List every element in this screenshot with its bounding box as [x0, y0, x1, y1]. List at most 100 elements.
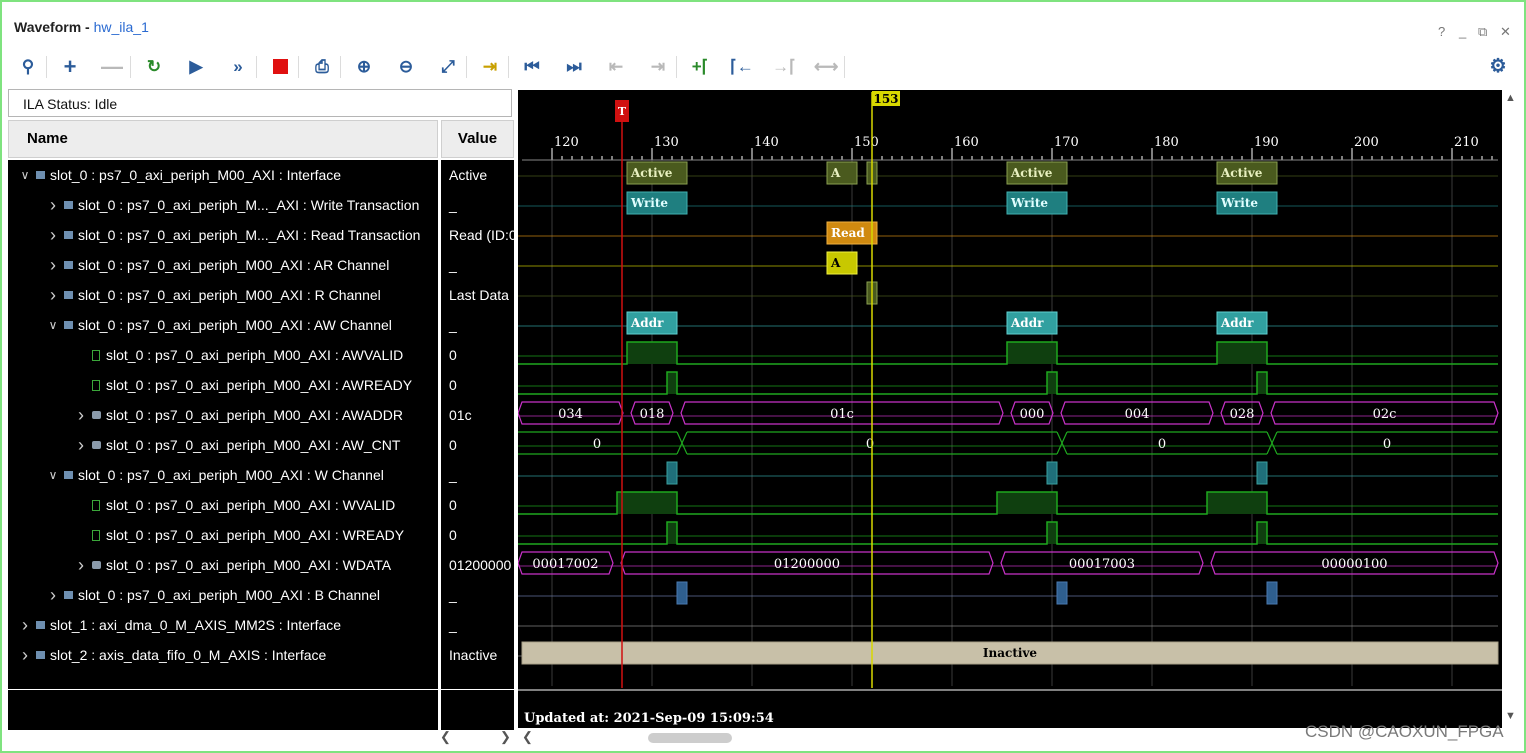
signal-row[interactable]: slot_0 : ps7_0_axi_periph_M00_AXI : AWRE… [8, 370, 438, 400]
expand-chevron-icon[interactable]: › [78, 405, 84, 425]
bus-value: 018 [640, 407, 665, 422]
bus-signal-icon [92, 441, 101, 449]
pulse-fill [1257, 372, 1267, 394]
zoom-out-icon[interactable]: ⊖ [398, 57, 414, 76]
scroll-up-icon[interactable]: ▲ [1505, 92, 1516, 104]
run-fast-icon[interactable]: » [233, 57, 243, 76]
signal-value: _ [449, 467, 457, 483]
remove-icon[interactable]: — [101, 54, 123, 79]
collapse-chevron-icon[interactable]: ∨ [20, 168, 30, 182]
trigger-marker [615, 100, 629, 122]
cnt-value: 0 [866, 437, 874, 452]
go-first-icon[interactable]: ⏮ [524, 57, 540, 76]
bus-value: 00017003 [1069, 557, 1135, 572]
zoom-fit-icon[interactable]: ⤢ [441, 57, 455, 76]
collapse-chevron-icon[interactable]: ∨ [48, 318, 58, 332]
waveform-canvas[interactable]: 120 130 140 150 160 170 180 190 200 210 Active A Act… [517, 90, 1502, 728]
signal-row[interactable]: › slot_0 : ps7_0_axi_periph_M00_AXI : WDA… [8, 550, 438, 580]
scroll-thumb[interactable] [648, 733, 732, 743]
add-icon[interactable]: + [63, 54, 77, 79]
swap-cursors-icon[interactable]: ⟷ [814, 57, 839, 76]
search-icon[interactable]: ⚲ [21, 57, 35, 76]
signal-row[interactable]: › slot_0 : ps7_0_axi_periph_M00_AXI : AWA… [8, 400, 438, 430]
signal-row[interactable]: › slot_0 : ps7_0_axi_periph_M00_AXI : R C… [8, 280, 438, 310]
value-column-header[interactable]: Value [441, 120, 514, 158]
collapse-chevron-icon[interactable]: ∨ [48, 468, 58, 482]
close-icon[interactable]: ✕ [1500, 24, 1511, 39]
signal-name: slot_0 : ps7_0_axi_periph_M00_AXI : B Ch… [78, 587, 380, 603]
signal-row[interactable]: › slot_0 : ps7_0_axi_periph_M00_AXI : AR … [8, 250, 438, 280]
expand-chevron-icon[interactable]: › [22, 615, 28, 635]
toolbar: ⚲ + — ↻ ▶ » ⎙ ⊕ ⊖ ⤢ ⇥ ⏮ ⏭ ⇤ ⇥ +⌈ ⌈← →⌈ ⟷… [6, 50, 1520, 84]
settings-icon[interactable]: ⚙ [1489, 56, 1507, 77]
signal-row[interactable]: › slot_1 : axi_dma_0_M_AXIS_MM2S : Interf… [8, 610, 438, 640]
bus-segment [1220, 401, 1264, 425]
expand-chevron-icon[interactable]: › [50, 585, 56, 605]
signal-value: 0 [449, 497, 457, 513]
restore-icon[interactable]: ⧉ [1478, 24, 1488, 39]
cnt-value: 0 [1158, 437, 1166, 452]
prev-transition-icon[interactable]: ⇤ [608, 57, 624, 76]
signal-row[interactable]: slot_0 : ps7_0_axi_periph_M00_AXI : WVAL… [8, 490, 438, 520]
expand-chevron-icon[interactable]: › [78, 555, 84, 575]
scroll-left-icon[interactable]: ❮ [440, 729, 451, 744]
signal-name: slot_0 : ps7_0_axi_periph_M00_AXI : W Ch… [78, 467, 384, 483]
zoom-in-icon[interactable]: ⊕ [356, 57, 372, 76]
refresh-trigger-icon[interactable]: ↻ [146, 57, 162, 76]
signal-row[interactable]: ∨ slot_0 : ps7_0_axi_periph_M00_AXI : W C… [8, 460, 438, 490]
expand-chevron-icon[interactable]: › [50, 225, 56, 245]
transaction-label: Addr [1220, 316, 1254, 330]
next-transition-icon[interactable]: ⇥ [650, 57, 666, 76]
expand-chevron-icon[interactable]: › [78, 435, 84, 455]
go-to-cursor-icon[interactable]: ⇥ [482, 57, 498, 76]
bit-signal-icon [92, 500, 100, 511]
expand-chevron-icon[interactable]: › [50, 285, 56, 305]
interface-icon [64, 201, 73, 209]
signal-row[interactable]: ∨ slot_0 : ps7_0_axi_periph_M00_AXI : AW … [8, 310, 438, 340]
signal-value: 0 [449, 437, 457, 453]
scroll-down-icon[interactable]: ▼ [1505, 710, 1516, 722]
transaction-label: Active [1220, 166, 1263, 180]
signal-value: 0 [449, 527, 457, 543]
export-icon[interactable]: ⎙ [315, 57, 329, 76]
scroll-right-icon[interactable]: ❯ [500, 729, 511, 744]
signal-row[interactable]: › slot_0 : ps7_0_axi_periph_M00_AXI : AW_… [8, 430, 438, 460]
window-title-sub[interactable]: hw_ila_1 [93, 19, 149, 35]
signal-row[interactable]: slot_0 : ps7_0_axi_periph_M00_AXI : WREA… [8, 520, 438, 550]
interface-icon [36, 651, 45, 659]
signal-row[interactable]: › slot_2 : axis_data_fifo_0_M_AXIS : Inte… [8, 640, 438, 670]
go-last-icon[interactable]: ⏭ [566, 57, 582, 76]
pulse-fill [1217, 342, 1267, 364]
tick-label: 200 [1354, 135, 1379, 150]
signal-row[interactable]: › slot_0 : ps7_0_axi_periph_M00_AXI : B C… [8, 580, 438, 610]
wave-scroll-left-icon[interactable]: ❮ [522, 729, 533, 744]
signal-row[interactable]: › slot_0 : ps7_0_axi_periph_M..._AXI : Wr… [8, 190, 438, 220]
next-marker-icon[interactable]: →⌈ [772, 57, 796, 76]
value-hscroll[interactable]: ❮ ❯ [438, 729, 514, 747]
signal-value: Inactive [449, 647, 498, 663]
bit-signal-icon [92, 380, 100, 391]
bus-value: 000 [1020, 407, 1045, 422]
tick-label: 140 [754, 135, 779, 150]
waveform-vscroll[interactable]: ▲ ▼ [1502, 90, 1520, 728]
expand-chevron-icon[interactable]: › [22, 645, 28, 665]
bus-segment [1010, 401, 1054, 425]
waveform-hscroll[interactable]: ❮ [518, 729, 1502, 747]
signal-row[interactable]: › slot_0 : ps7_0_axi_periph_M..._AXI : Re… [8, 220, 438, 250]
minimize-icon[interactable]: _ [1459, 24, 1467, 39]
signal-names: ∨ slot_0 : ps7_0_axi_periph_M00_AXI : Int… [8, 160, 438, 689]
add-marker-icon[interactable]: +⌈ [691, 57, 709, 76]
signal-row[interactable]: slot_0 : ps7_0_axi_periph_M00_AXI : AWVA… [8, 340, 438, 370]
expand-chevron-icon[interactable]: › [50, 255, 56, 275]
signal-row[interactable]: ∨ slot_0 : ps7_0_axi_periph_M00_AXI : Int… [8, 160, 438, 190]
help-icon[interactable]: ? [1438, 24, 1446, 39]
prev-marker-icon[interactable]: ⌈← [730, 57, 754, 76]
expand-chevron-icon[interactable]: › [50, 195, 56, 215]
bus-segment [1060, 401, 1214, 425]
name-column-header[interactable]: Name [8, 120, 438, 158]
run-icon[interactable]: ▶ [189, 57, 203, 76]
pulse-fill [667, 522, 677, 544]
bus-value: 00000100 [1321, 557, 1387, 572]
stop-icon[interactable] [268, 55, 292, 79]
b-channel-beat [676, 581, 688, 605]
